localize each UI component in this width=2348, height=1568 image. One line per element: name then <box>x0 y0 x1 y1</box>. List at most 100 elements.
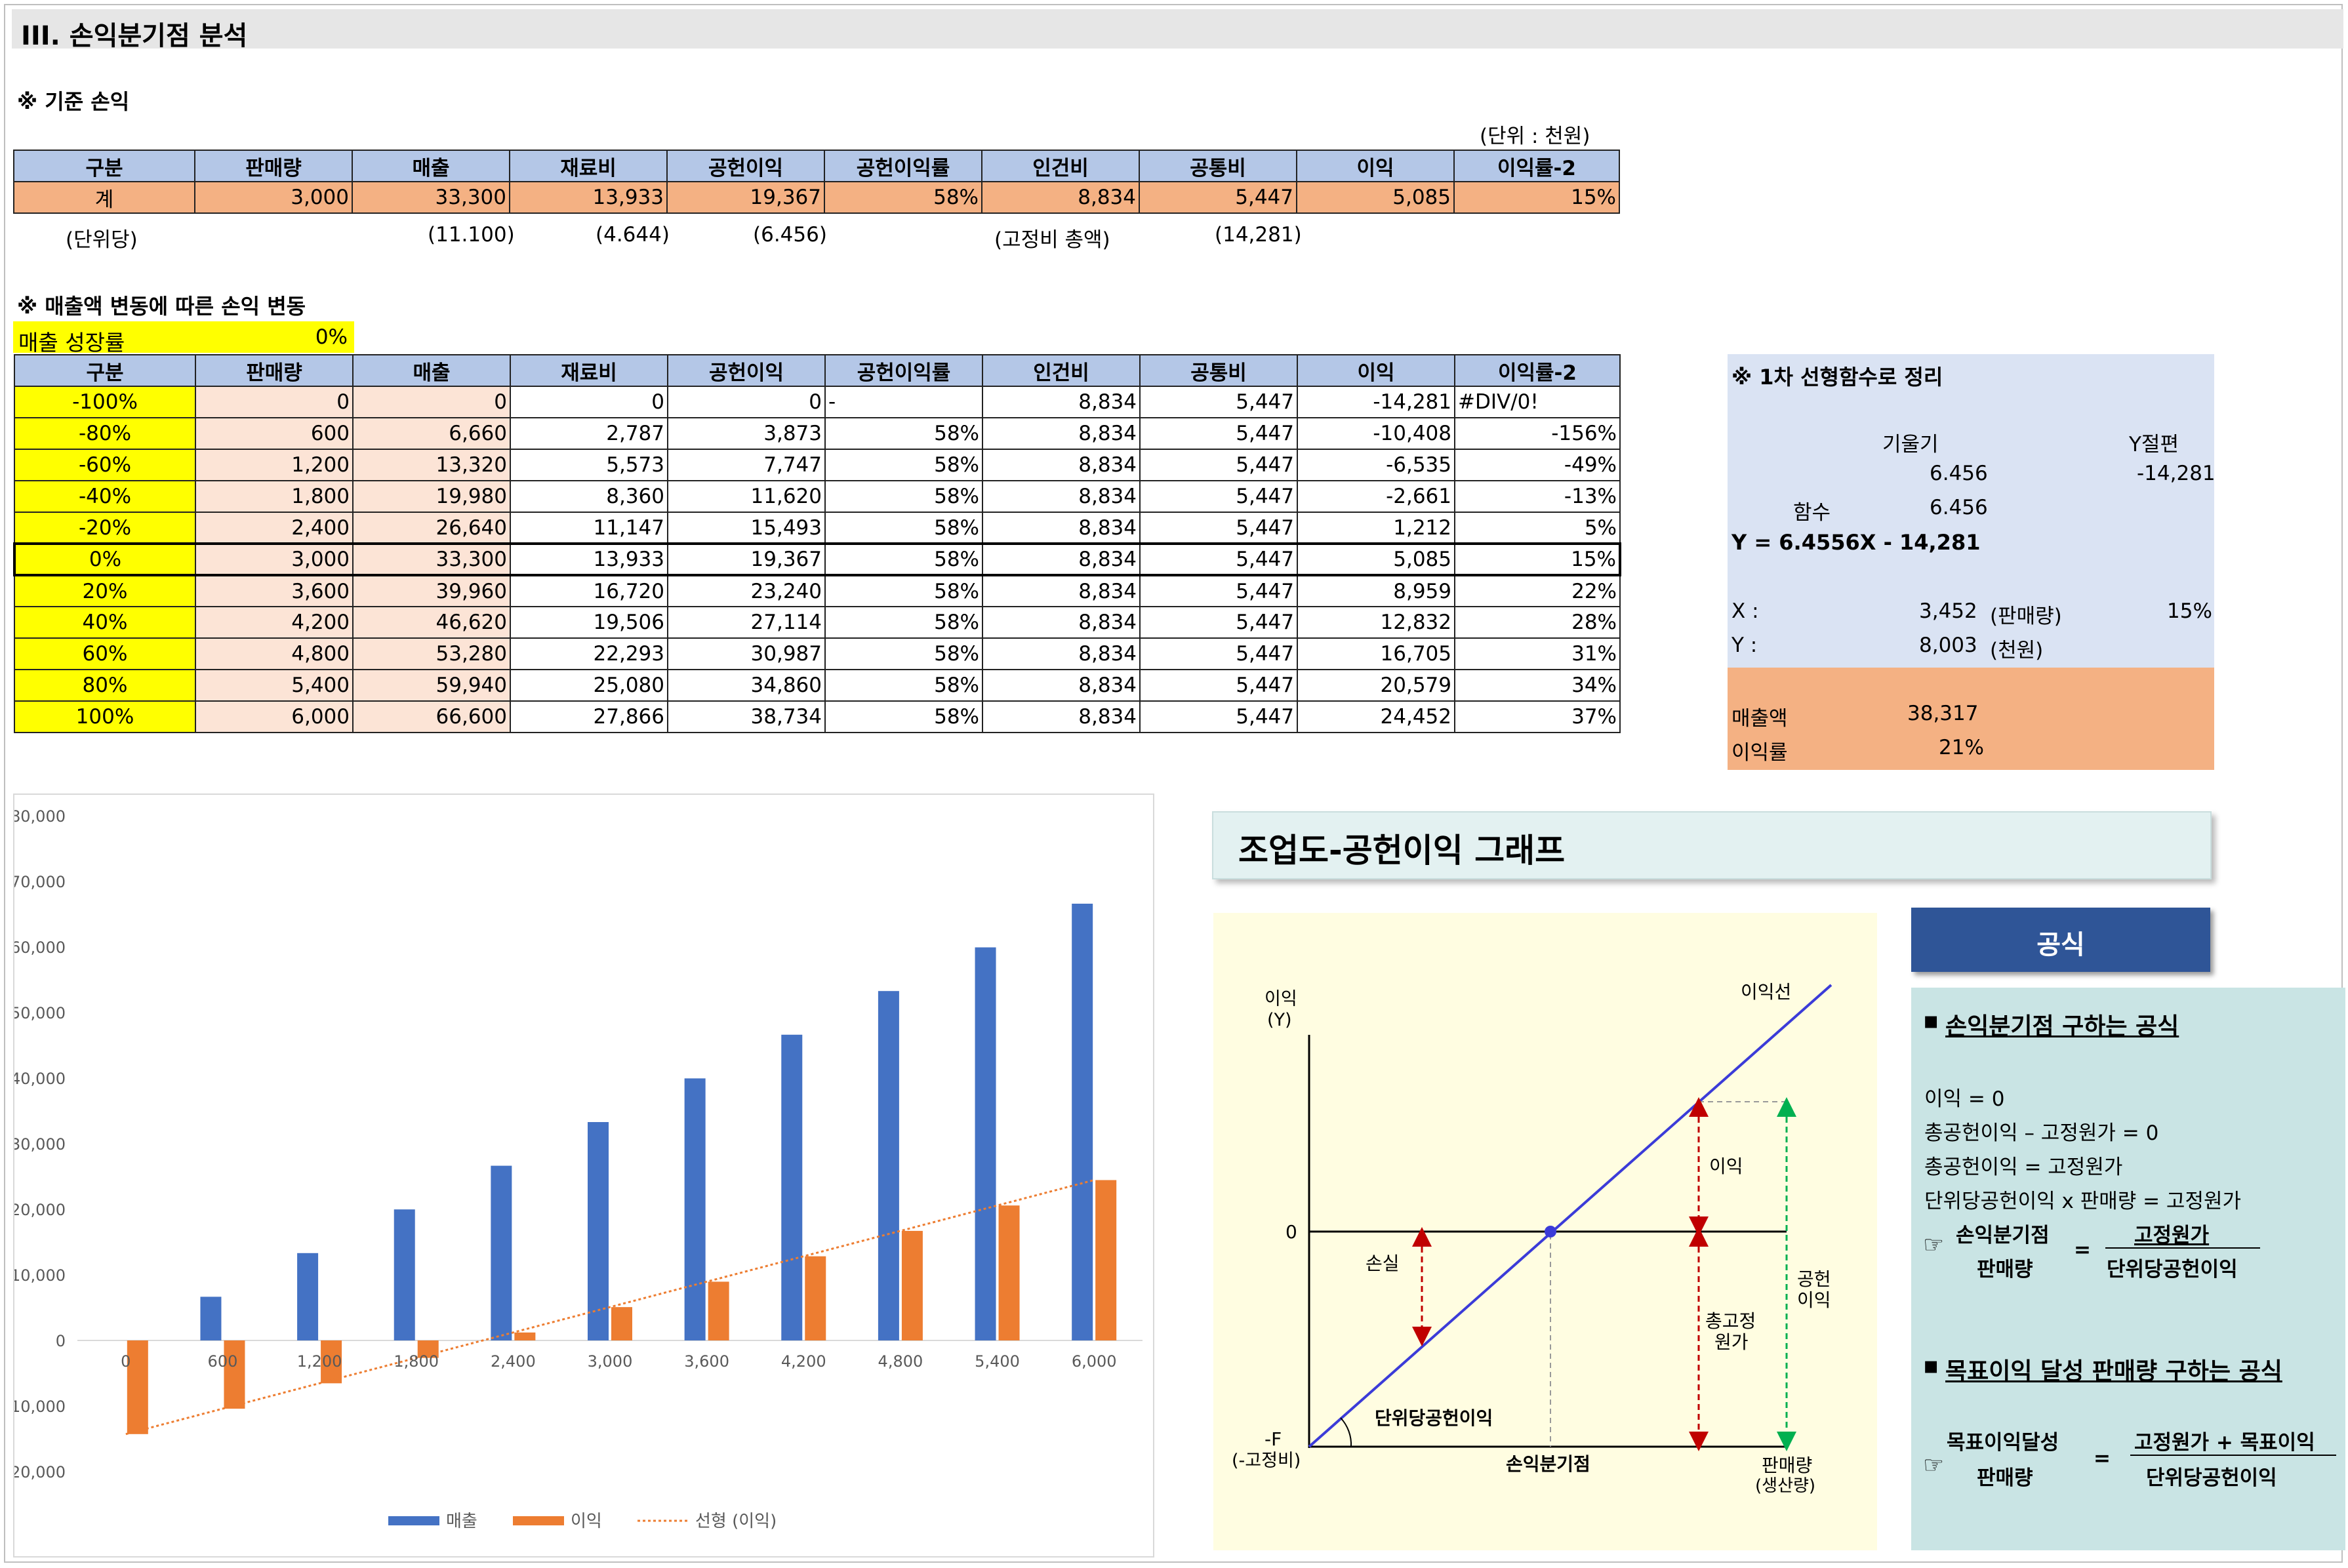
table-cell[interactable]: 0 <box>352 386 511 418</box>
table-cell[interactable]: 22% <box>1454 574 1621 607</box>
table-cell[interactable]: 5,447 <box>1139 181 1297 214</box>
table-cell[interactable]: 0 <box>195 386 354 418</box>
table-cell[interactable]: 3,873 <box>667 417 826 450</box>
table-cell[interactable]: 11,620 <box>667 480 826 513</box>
table-cell[interactable]: 13,320 <box>352 449 511 481</box>
table-cell[interactable]: 58% <box>824 181 982 214</box>
sales-value[interactable]: 38,317 <box>1907 702 1979 725</box>
table-cell[interactable]: 13,933 <box>509 181 668 214</box>
table-cell[interactable]: 30,987 <box>667 637 826 670</box>
table-cell[interactable]: 0 <box>510 386 668 418</box>
table-cell[interactable]: 8,959 <box>1297 574 1455 607</box>
table-cell[interactable]: 58% <box>824 574 983 607</box>
table-cell[interactable]: 계 <box>13 181 195 214</box>
chart-area[interactable]: 80,000 70,000 60,000 50,000 40,000 30,000 20,0… <box>5 794 1154 1558</box>
table-cell[interactable]: 8,834 <box>982 480 1141 513</box>
table-cell[interactable]: 80% <box>14 669 196 702</box>
table-cell[interactable]: 5,447 <box>1139 606 1298 639</box>
table-cell[interactable]: 8,834 <box>982 417 1141 450</box>
table-cell[interactable]: 0% <box>13 542 196 576</box>
table-cell[interactable]: 5,447 <box>1139 386 1298 418</box>
table-cell[interactable]: 19,506 <box>510 606 668 639</box>
table-cell[interactable]: 22,293 <box>510 637 668 670</box>
x-percent[interactable]: 15% <box>2167 599 2212 623</box>
y-value[interactable]: 8,003 <box>1919 633 1977 657</box>
table-cell[interactable]: 19,367 <box>666 181 825 214</box>
table-cell[interactable]: 1,200 <box>195 449 354 481</box>
table-cell[interactable]: 2,400 <box>195 512 354 544</box>
table-cell[interactable]: 8,834 <box>981 181 1140 214</box>
table-cell[interactable]: - <box>824 386 983 418</box>
table-cell[interactable]: 20,579 <box>1297 669 1455 702</box>
table-cell[interactable]: 59,940 <box>352 669 511 702</box>
table-cell[interactable]: 4,200 <box>195 606 354 639</box>
table-cell[interactable]: 3,000 <box>195 542 354 576</box>
table-cell[interactable]: -100% <box>14 386 196 418</box>
table-cell[interactable]: 5,085 <box>1296 181 1455 214</box>
growth-rate-value[interactable]: 0% <box>315 325 348 349</box>
table-cell[interactable]: -49% <box>1454 449 1621 481</box>
table-cell[interactable]: 34% <box>1454 669 1621 702</box>
table-cell[interactable]: 2,787 <box>510 417 668 450</box>
intercept-value[interactable]: -14,281 <box>2137 462 2216 485</box>
table-cell[interactable]: 37% <box>1454 700 1621 733</box>
table-cell[interactable]: 33,300 <box>352 542 511 576</box>
table-cell[interactable]: 11,147 <box>510 512 668 544</box>
table-cell[interactable]: 5,447 <box>1139 700 1298 733</box>
graph-title-box[interactable]: 조업도-공헌이익 그래프 <box>1212 811 2212 879</box>
slope-value[interactable]: 6.456 <box>1930 462 1988 485</box>
table-cell[interactable]: 8,834 <box>982 574 1141 607</box>
table-cell[interactable]: 16,720 <box>510 574 668 607</box>
table-cell[interactable]: 5,447 <box>1139 669 1298 702</box>
table-cell[interactable]: 66,600 <box>352 700 511 733</box>
table-cell[interactable]: 5,447 <box>1139 480 1298 513</box>
table-cell[interactable]: 46,620 <box>352 606 511 639</box>
table-cell[interactable]: 3,600 <box>195 574 354 607</box>
table-cell[interactable]: 58% <box>824 480 983 513</box>
table-cell[interactable]: 58% <box>824 542 983 576</box>
table-cell[interactable]: 3,000 <box>194 181 353 214</box>
table-cell[interactable]: 31% <box>1454 637 1621 670</box>
table-cell[interactable]: 600 <box>195 417 354 450</box>
table-cell[interactable]: 5,447 <box>1139 574 1298 607</box>
table-cell[interactable]: 60% <box>14 637 196 670</box>
table-cell[interactable]: 4,800 <box>195 637 354 670</box>
table-cell[interactable]: 23,240 <box>667 574 826 607</box>
table-cell[interactable]: 53,280 <box>352 637 511 670</box>
table-cell[interactable]: 58% <box>824 669 983 702</box>
table-cell[interactable]: 58% <box>824 700 983 733</box>
table-cell[interactable]: -14,281 <box>1297 386 1455 418</box>
table-cell[interactable]: 58% <box>824 449 983 481</box>
table-cell[interactable]: 5,447 <box>1139 449 1298 481</box>
table-cell[interactable]: 8,834 <box>982 669 1141 702</box>
table-cell[interactable]: 8,834 <box>982 542 1141 576</box>
table-cell[interactable]: 0 <box>667 386 826 418</box>
table-cell[interactable]: 26,640 <box>352 512 511 544</box>
table-cell[interactable]: 27,114 <box>667 606 826 639</box>
table-cell[interactable]: 13,933 <box>510 542 668 576</box>
table-cell[interactable]: -156% <box>1454 417 1621 450</box>
table-cell[interactable]: 5,400 <box>195 669 354 702</box>
table-cell[interactable]: 20% <box>14 574 196 607</box>
table-cell[interactable]: -10,408 <box>1297 417 1455 450</box>
table-cell[interactable]: 5,447 <box>1139 542 1298 576</box>
table-cell[interactable]: 5,573 <box>510 449 668 481</box>
table-cell[interactable]: 1,800 <box>195 480 354 513</box>
table-cell[interactable]: 100% <box>14 700 196 733</box>
table-cell[interactable]: -40% <box>14 480 196 513</box>
table-cell[interactable]: 8,834 <box>982 606 1141 639</box>
table-cell[interactable]: 8,834 <box>982 512 1141 544</box>
table-cell[interactable]: 8,834 <box>982 637 1141 670</box>
table-cell[interactable]: 15,493 <box>667 512 826 544</box>
table-cell[interactable]: -60% <box>14 449 196 481</box>
table-cell[interactable]: 39,960 <box>352 574 511 607</box>
formula-title-box[interactable]: 공식 <box>1911 908 2210 972</box>
table-cell[interactable]: 25,080 <box>510 669 668 702</box>
table-cell[interactable]: 33,300 <box>352 181 510 214</box>
table-cell[interactable]: 5,447 <box>1139 512 1298 544</box>
table-cell[interactable]: 8,834 <box>982 386 1141 418</box>
table-cell[interactable]: 8,834 <box>982 449 1141 481</box>
table-cell[interactable]: 15% <box>1454 542 1621 576</box>
table-cell[interactable]: -13% <box>1454 480 1621 513</box>
table-cell[interactable]: 12,832 <box>1297 606 1455 639</box>
